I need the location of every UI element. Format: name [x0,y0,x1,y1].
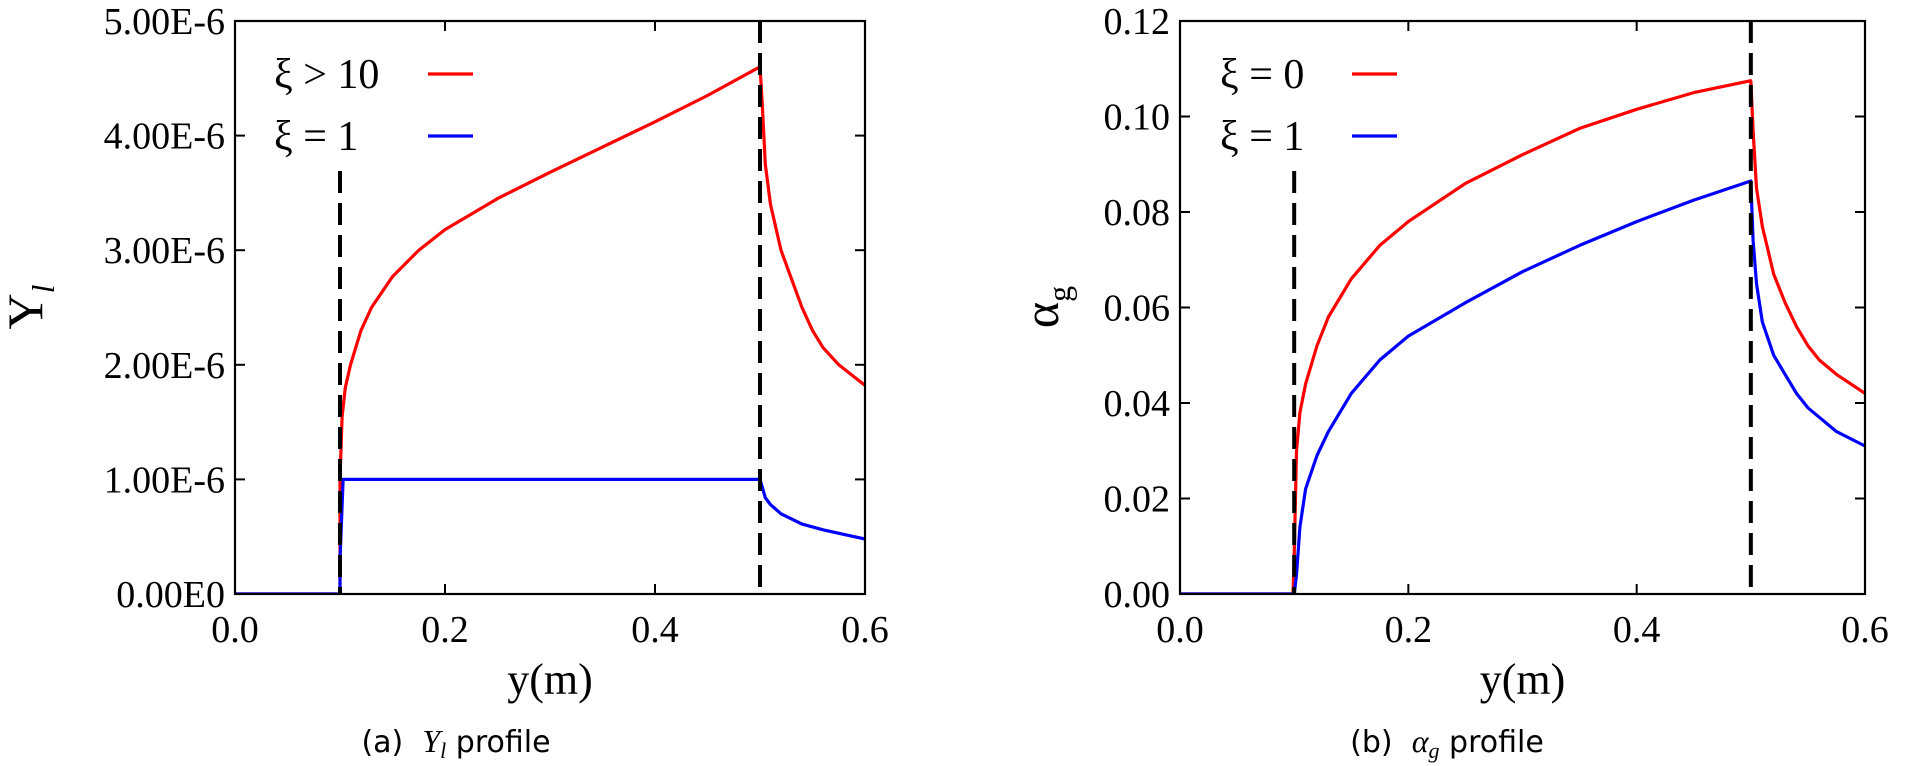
y-axis-label-main: α [1013,302,1069,328]
plot-area [235,21,865,594]
y-tick-label: 2.00E-6 [104,345,225,387]
y-tick-label: 0.00 [1104,574,1171,616]
caption-suffix: profile [1449,725,1544,760]
caption-prefix: (a) [361,725,403,760]
y-axis-label-sub: g [1041,286,1077,302]
y-tick-label: 0.02 [1104,479,1171,521]
series-line-1 [1180,79,1865,594]
series-line-1 [235,65,865,594]
caption-symbol: α [1412,723,1430,759]
x-tick-label: 0.6 [841,609,889,651]
y-tick-label: 1.00E-6 [104,459,225,501]
panel-b-chart: 0.00 0.02 0.04 0.06 0.08 0.10 0.12 0.0 0.2 0.4 0.6… [1013,1,1889,763]
x-tick-label: 0.0 [211,609,259,651]
y-tick-label: 0.04 [1104,383,1171,425]
caption-prefix: (b) [1350,725,1392,760]
x-axis-label: y(m) [507,655,593,704]
x-tick-label: 0.6 [1841,609,1889,651]
legend-label-1: ξ > 10 [274,52,379,98]
plot-area [1180,21,1865,594]
axes-frame [1178,19,1867,596]
panel-a-chart: 0.00E0 1.00E-6 2.00E-6 3.00E-6 4.00E-6 5.00E-… [0,1,889,763]
legend-label-2: ξ = 1 [274,114,358,160]
series-line-2 [1180,179,1865,594]
y-axis-label-main: Y [0,293,53,329]
y-tick-label: 0.08 [1104,192,1171,234]
x-tick-label: 0.2 [1385,609,1433,651]
y-tick-label: 4.00E-6 [104,116,225,158]
x-axis-label: y(m) [1480,655,1566,704]
x-tick-label: 0.2 [421,609,469,651]
caption-symbol: Y [422,723,443,759]
x-tick-label: 0.0 [1156,609,1204,651]
legend-label-2: ξ = 1 [1220,114,1304,160]
y-tick-label: 0.00E0 [116,574,225,616]
x-tick-label: 0.4 [1613,609,1661,651]
y-axis-label: αg [1013,286,1077,328]
series-line-2 [235,477,865,594]
axes-frame [233,19,867,596]
y-tick-label: 0.10 [1104,97,1171,139]
y-tick-label: 0.06 [1104,288,1171,330]
caption-suffix: profile [456,725,551,760]
caption-symbol-sub: l [440,738,446,763]
y-tick-label: 5.00E-6 [104,1,225,43]
y-axis-label-sub: l [25,284,61,293]
y-axis-label: Yl [0,284,61,329]
y-tick-label: 3.00E-6 [104,230,225,272]
panel-caption: (a) Yl profile [361,723,550,763]
panel-caption: (b) αg profile [1350,723,1544,763]
legend-label-1: ξ = 0 [1220,52,1304,98]
x-tick-label: 0.4 [631,609,679,651]
y-tick-label: 0.12 [1104,1,1171,43]
caption-symbol-sub: g [1429,738,1440,763]
